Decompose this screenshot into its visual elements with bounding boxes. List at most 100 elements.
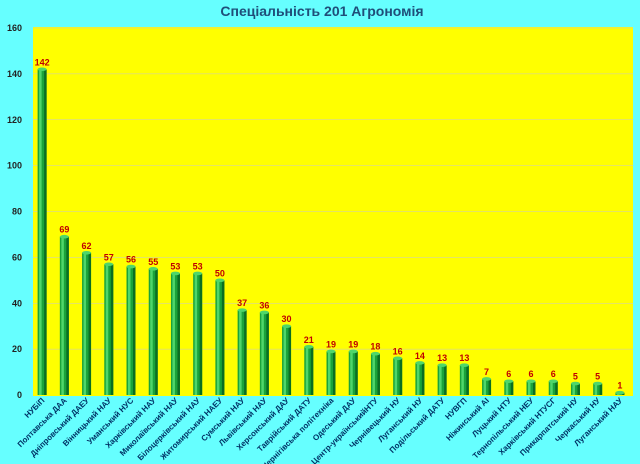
bar-shade [555,381,558,395]
bar-cap [348,349,358,354]
value-label: 1 [617,381,622,391]
bar-shade [288,326,292,395]
value-label: 53 [170,261,180,271]
bar-cap [548,379,558,384]
bar-face [548,381,558,395]
bar [215,278,225,395]
bar-shade [355,351,358,395]
bar-face [215,280,225,395]
bar-face [370,353,380,395]
bar [482,377,492,395]
bar [237,308,247,395]
bar-highlight [305,346,309,395]
bar [193,271,203,395]
bar-face [504,381,514,395]
bar-shade [155,268,158,395]
value-label: 37 [237,298,247,308]
bar [526,379,536,395]
y-tick-label: 0 [17,390,22,400]
y-tick-label: 60 [12,252,22,262]
value-label: 7 [484,367,489,377]
bar-highlight [216,280,220,395]
y-tick-label: 20 [12,344,22,354]
bar-cap [570,381,580,386]
value-label: 19 [326,339,336,349]
bar-face [593,383,603,395]
value-label: 14 [415,351,425,361]
bar-cap [237,308,247,312]
bar-shade [199,273,203,395]
bar [82,250,92,395]
bar [459,363,469,395]
bar-cap [593,381,603,386]
bar-highlight [394,358,398,395]
bar-cap [459,363,469,367]
bar-highlight [550,381,553,395]
bar-shade [110,264,114,395]
bar-shade [66,236,69,395]
bar-highlight [350,351,353,395]
y-tick-label: 80 [12,207,22,217]
value-label: 16 [393,346,403,356]
value-label: 55 [148,257,158,267]
bar-face [59,236,69,395]
bar-cap [504,379,514,384]
bar-highlight [83,252,87,395]
bar-highlight [461,365,464,395]
bar-cap [148,267,158,271]
bar-shade [577,383,580,395]
bar-shade [266,312,269,395]
bar-face [237,310,247,395]
bar [415,361,425,395]
bar-highlight [505,381,509,395]
value-label: 21 [304,335,314,345]
bar-shade [177,273,180,395]
bar-highlight [483,378,487,395]
bar [437,363,447,395]
value-label: 6 [551,369,556,379]
value-label: 19 [348,339,358,349]
value-label: 36 [259,300,269,310]
bar-shade [44,69,47,395]
bar-cap [437,363,447,367]
bar-shade [377,353,380,395]
y-axis: 0 20 40 60 80 100 120 140 160 [7,23,22,400]
bar-face [570,383,580,395]
bar-shade [399,358,403,395]
y-tick-label: 160 [7,23,22,33]
y-tick-label: 140 [7,69,22,79]
bar-cap [126,264,136,269]
bar-cap [259,310,269,315]
bar-highlight [372,353,375,395]
bar [615,390,625,395]
bar-face [437,365,447,395]
bar-face [37,69,47,395]
bar-face [393,358,403,395]
bar-face [82,252,92,395]
bar [37,67,47,395]
bar-cap [370,351,380,356]
bar-highlight [61,236,64,395]
bar-face [259,312,269,395]
value-label: 6 [506,369,511,379]
bar-highlight [283,326,287,395]
bar-shade [466,365,469,395]
bar-cap [304,345,314,349]
value-label: 13 [459,353,469,363]
bar-cap [215,278,225,283]
value-label: 57 [104,252,114,262]
bar-highlight [128,266,131,395]
bar-highlight [194,273,198,395]
bar-shade [444,365,447,395]
bar-highlight [105,264,109,395]
bar [593,381,603,395]
bar-cap [59,234,69,239]
bar-shade [421,362,425,395]
bar-cap [526,379,536,384]
y-tick-label: 40 [12,298,22,308]
bar-cap [482,377,492,381]
bar [348,349,358,395]
